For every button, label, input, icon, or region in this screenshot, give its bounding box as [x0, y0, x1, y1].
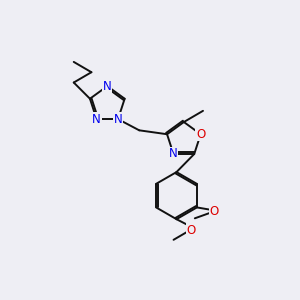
- Text: N: N: [92, 112, 101, 126]
- Text: N: N: [114, 112, 122, 126]
- Text: N: N: [103, 80, 112, 93]
- Text: O: O: [187, 224, 196, 237]
- Text: O: O: [209, 205, 219, 218]
- Text: N: N: [169, 148, 178, 160]
- Text: O: O: [196, 128, 205, 141]
